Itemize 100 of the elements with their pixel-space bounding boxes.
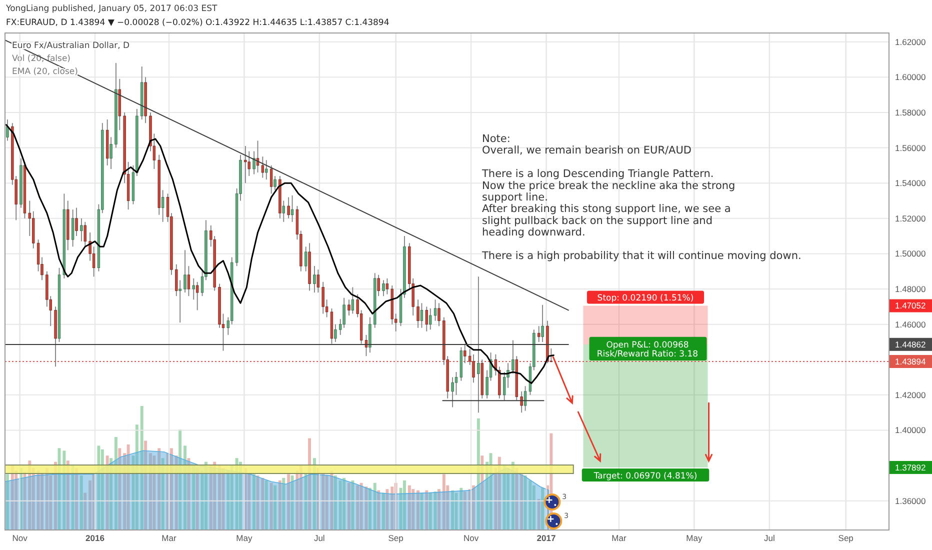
- bar: [264, 480, 268, 530]
- candlestick: [512, 340, 514, 374]
- candlestick: [178, 280, 182, 323]
- x-tick-label: Sep: [388, 533, 404, 543]
- candlestick: [429, 308, 432, 330]
- y-tick-label: 1.46000: [895, 319, 926, 330]
- candlestick: [438, 302, 440, 327]
- x-tick-label: 2016: [86, 533, 105, 543]
- x-tick-label: Nov: [463, 533, 480, 543]
- bar: [84, 492, 87, 530]
- y-tick-label: 1.56000: [895, 142, 926, 153]
- bar: [472, 485, 475, 530]
- candlestick: [290, 194, 294, 222]
- bar: [140, 406, 144, 530]
- bar: [420, 492, 424, 530]
- y-tick-label: 1.58000: [895, 107, 926, 118]
- bar: [520, 474, 524, 530]
- bar: [373, 482, 376, 530]
- candlestick: [451, 376, 454, 408]
- bar: [541, 488, 544, 530]
- bar: [252, 474, 256, 530]
- y-tick-label: 1.36000: [895, 496, 926, 506]
- bar: [451, 490, 454, 530]
- bar: [537, 499, 540, 530]
- candlestick: [71, 209, 74, 248]
- bar: [348, 482, 350, 530]
- bar: [442, 474, 446, 530]
- bar: [351, 480, 354, 530]
- y-tick-label: 1.62000: [895, 36, 926, 47]
- candlestick: [75, 207, 78, 236]
- x-tick-label: Jul: [314, 533, 325, 543]
- y-tick-label: 1.60000: [895, 72, 926, 82]
- bar: [416, 490, 420, 530]
- candlestick: [454, 372, 458, 396]
- candlestick: [265, 160, 268, 180]
- x-tick-label: May: [686, 533, 703, 543]
- candlestick: [184, 250, 186, 293]
- candlestick: [304, 246, 308, 272]
- x-tick-label: Nov: [12, 533, 28, 543]
- bar: [248, 472, 251, 530]
- candlestick: [382, 280, 385, 297]
- candlestick: [420, 302, 424, 328]
- candlestick: [282, 200, 285, 222]
- candlestick: [261, 156, 264, 178]
- candlestick: [477, 276, 480, 414]
- x-tick-label: Mar: [162, 533, 176, 543]
- y-tick-label: 1.52000: [895, 213, 926, 224]
- candlestick: [322, 281, 324, 314]
- chart-subtitle: FX:EURAUD, D 1.43894 ▼ −0.00028 (−0.02%) O:1.43922 H:1.44635 L:1.43857 C:1.43894: [6, 18, 390, 28]
- y-tick-label: 1.42000: [895, 390, 926, 400]
- bar: [334, 475, 337, 530]
- candlestick: [334, 324, 337, 342]
- x-tick-label: Mar: [612, 533, 626, 543]
- band-label: Target: 0.06970 (4.81%): [592, 471, 698, 482]
- bar: [80, 475, 83, 530]
- y-tick-label: 1.47052: [895, 300, 926, 311]
- bar: [274, 485, 276, 530]
- y-tick-label: 1.40000: [895, 425, 926, 436]
- candlestick: [196, 281, 199, 311]
- candlestick: [244, 146, 247, 184]
- candlestick: [252, 150, 256, 175]
- bar: [304, 472, 308, 530]
- candlestick: [520, 390, 523, 414]
- candlestick: [161, 190, 164, 222]
- candlestick: [287, 196, 290, 219]
- candlestick: [80, 218, 83, 242]
- bar: [476, 418, 480, 530]
- bar: [270, 482, 273, 530]
- y-tick-label: 1.48000: [895, 284, 926, 294]
- y-tick-label: 1.37892: [895, 462, 926, 472]
- candlestick: [274, 176, 276, 191]
- band-label: Stop: 0.02190 (1.51%): [597, 294, 694, 304]
- candlestick: [386, 278, 389, 295]
- bar: [382, 492, 385, 530]
- bar: [438, 489, 440, 530]
- candlestick: [187, 266, 190, 297]
- ref-line-label: 1.43894: [895, 356, 926, 366]
- candlestick: [313, 266, 316, 293]
- bar: [322, 472, 325, 530]
- bar: [6, 474, 9, 530]
- candlestick: [524, 386, 527, 412]
- bar: [49, 475, 52, 530]
- annotation: Open P&L: 0.00968 Risk/Reward Ratio: 3.18: [596, 340, 698, 360]
- bar: [40, 472, 44, 530]
- candlestick: [316, 269, 320, 293]
- bar: [463, 492, 466, 530]
- candlestick: [538, 326, 540, 342]
- bar: [282, 478, 286, 530]
- bar: [368, 488, 372, 530]
- candlestick: [6, 119, 9, 142]
- candlestick: [84, 221, 86, 248]
- y-tick-label: 1.54000: [895, 178, 926, 188]
- candlestick: [425, 306, 428, 332]
- candlestick: [541, 304, 544, 342]
- bar: [402, 480, 406, 530]
- bar: [390, 486, 394, 530]
- y-tick-label: 1.44862: [895, 339, 926, 350]
- text: Note: Overall, we remain bearish on EUR/AUD There is a long Descending Triangle Pattern. Now the price break the neckline aka the strong support line. After breaking this stong support line, we see a slight pullback back on the support line and heading downward. There is a high probability that it will continue moving down.: [482, 133, 802, 262]
- candlestick: [368, 316, 372, 354]
- candlestick: [270, 164, 273, 194]
